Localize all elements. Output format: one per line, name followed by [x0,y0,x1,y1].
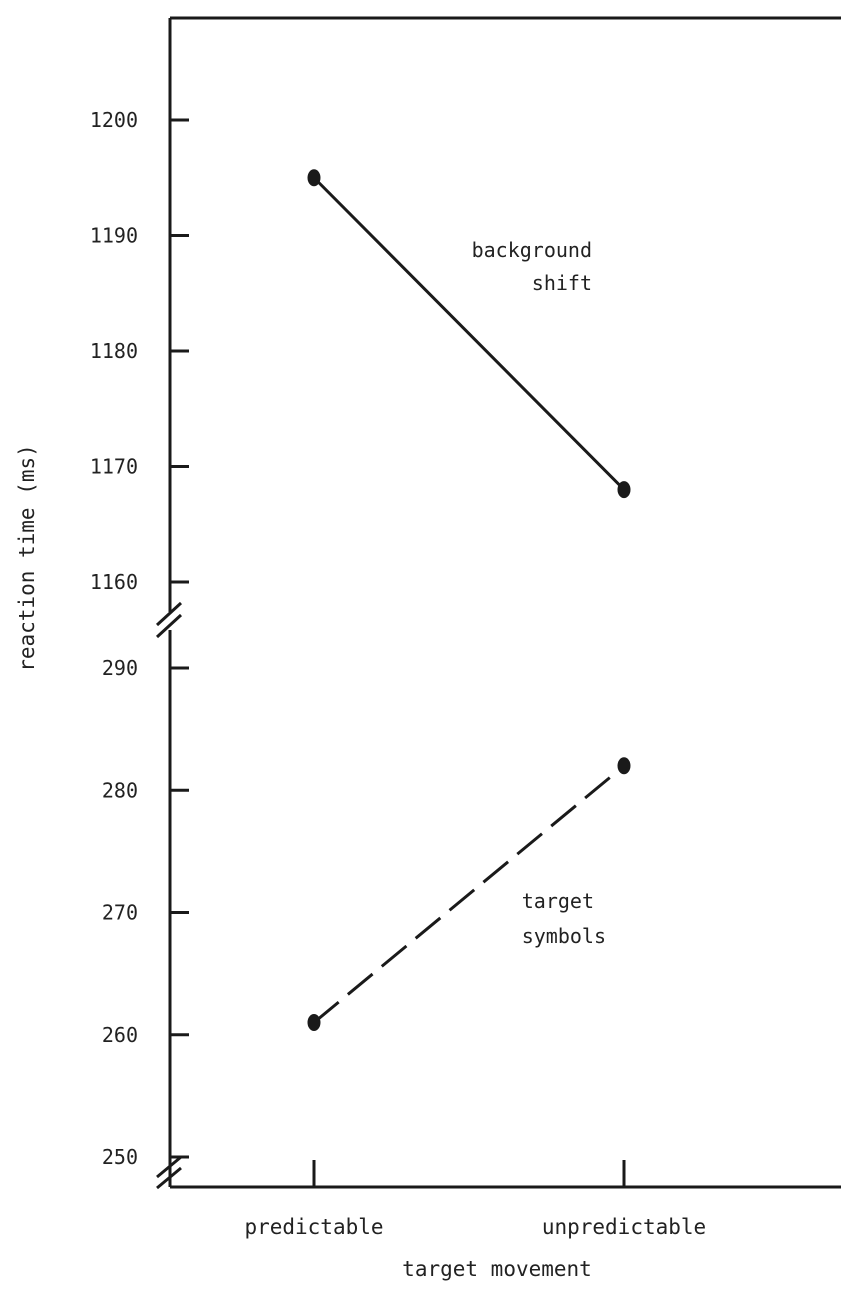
y-tick-label: 1190 [90,224,138,248]
y-tick-label: 1200 [90,108,138,132]
x-ticks: predictable unpredictable [244,1160,706,1239]
y-axis-title: reaction time (ms) [15,444,39,672]
y-tick-label: 280 [102,778,138,802]
x-axis-title: target movement [402,1257,592,1281]
series-label-target-line1: target [522,889,594,913]
y-tick-label: 1170 [90,455,138,479]
data-point [307,169,321,187]
y-ticks: 1160 1170 1180 1190 1200 250 260 270 280 290 [90,108,189,1169]
series-layer [307,169,631,1032]
series-label-background-line2: shift [532,271,592,295]
y-tick-label: 260 [102,1023,138,1047]
y-tick-label: 290 [102,656,138,680]
series-line [313,764,625,1024]
x-tick-label: unpredictable [542,1215,706,1239]
y-axis-break-upper [155,601,183,639]
series-label-target-line2: symbols [522,924,606,948]
y-tick-label: 250 [102,1145,138,1169]
data-point [617,757,631,775]
series-line [312,176,626,491]
data-point [307,1014,321,1032]
y-tick-label: 1160 [90,570,138,594]
y-tick-label: 1180 [90,339,138,363]
x-tick-label: predictable [244,1215,383,1239]
series-label-background-line1: background [472,238,592,262]
data-point [617,481,631,499]
y-tick-label: 270 [102,901,138,925]
y-axis-break-lower [156,1155,182,1190]
